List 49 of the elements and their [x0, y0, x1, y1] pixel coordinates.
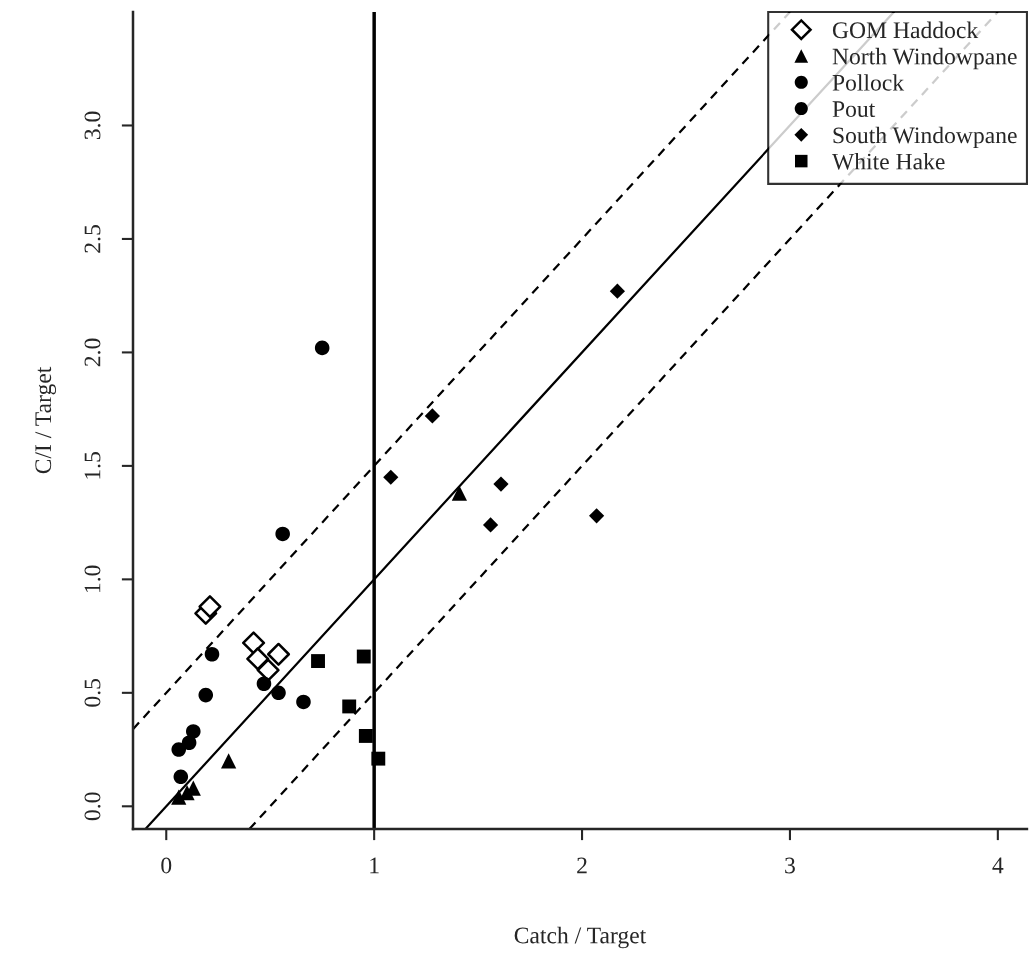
- point: [173, 769, 189, 785]
- point: [356, 649, 371, 664]
- point: [311, 654, 325, 669]
- y-tick-label: 0.5: [84, 679, 101, 707]
- y-tick-label: 0.0: [84, 792, 101, 821]
- point: [275, 526, 290, 542]
- point: [204, 646, 220, 662]
- y-axis-title: C/I / Target: [35, 366, 57, 474]
- point: [589, 508, 605, 524]
- point: [314, 340, 330, 356]
- y-tick-label: 2.0: [84, 338, 101, 367]
- point: [342, 699, 357, 714]
- point: [171, 789, 187, 805]
- x-tick-label: 2: [577, 857, 587, 874]
- y-tick-label: 3.0: [84, 111, 101, 140]
- point: [186, 724, 201, 739]
- x-tick-label: 4: [992, 857, 1004, 874]
- legend-label: North Windowpane: [832, 47, 1017, 70]
- point: [198, 687, 214, 703]
- x-axis-title: Catch / Target: [514, 926, 647, 949]
- point: [451, 485, 467, 501]
- point: [221, 753, 237, 769]
- x-tick-label: 3: [785, 857, 795, 874]
- x-tick-label: 0: [161, 857, 172, 874]
- point: [371, 751, 386, 766]
- point: [296, 694, 311, 710]
- point: [246, 647, 270, 671]
- point: [198, 595, 222, 619]
- x-tick-label: 1: [370, 857, 379, 874]
- point: [271, 685, 286, 701]
- point: [256, 658, 280, 682]
- legend-label: Pout: [832, 101, 876, 118]
- legend-label: GOM Haddock: [832, 21, 979, 39]
- point: [242, 631, 266, 655]
- point: [383, 469, 399, 485]
- legend-label: White Hake: [831, 152, 945, 170]
- y-tick-label: 1.0: [84, 565, 101, 593]
- point: [358, 729, 373, 743]
- point: [482, 517, 499, 533]
- point: [171, 742, 187, 757]
- y-tick-label: 2.5: [84, 225, 101, 253]
- legend-label: Pollock: [832, 74, 905, 91]
- point: [266, 642, 291, 666]
- point: [493, 476, 509, 492]
- point: [256, 676, 272, 692]
- legend-label: South Windowpane: [833, 126, 1017, 149]
- y-tick-label: 1.5: [84, 452, 101, 479]
- point: [609, 283, 625, 299]
- point: [424, 408, 440, 424]
